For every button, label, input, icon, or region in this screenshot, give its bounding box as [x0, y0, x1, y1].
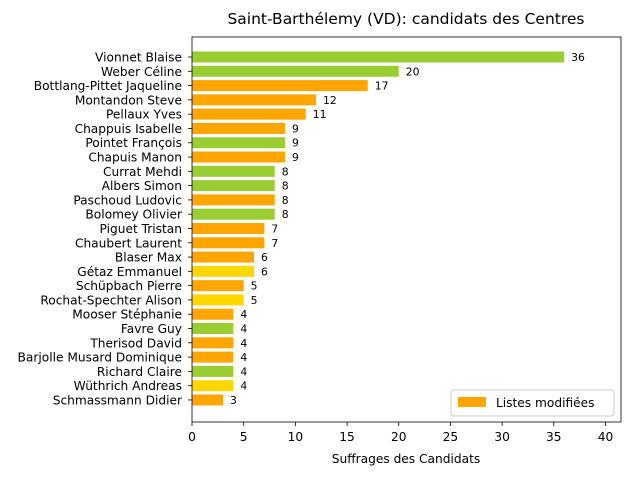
bar-value-label: 9 [292, 137, 299, 150]
x-axis-label: Suffrages des Candidats [332, 452, 480, 466]
bar [192, 165, 275, 177]
category-label: Wüthrich Andreas [74, 379, 182, 393]
x-tick-label: 15 [339, 430, 355, 444]
bar [192, 208, 275, 220]
category-label: Pellaux Yves [106, 108, 182, 122]
category-label: Montandon Steve [75, 93, 182, 107]
category-label: Bottlang-Pittet Jaqueline [34, 79, 182, 93]
bar [192, 180, 275, 192]
bar-value-label: 11 [313, 108, 327, 121]
category-label: Favre Guy [121, 322, 182, 336]
bar [192, 237, 265, 249]
bar-value-label: 4 [240, 308, 247, 321]
bar [192, 294, 244, 306]
bar-value-label: 8 [282, 194, 289, 207]
bar [192, 65, 399, 77]
category-label: Pointet François [85, 136, 182, 150]
bar-value-label: 20 [406, 65, 420, 78]
bar-value-label: 8 [282, 165, 289, 178]
bar [192, 94, 317, 106]
bar [192, 251, 255, 263]
bar-value-label: 36 [571, 51, 585, 64]
category-label: Gétaz Emmanuel [77, 265, 182, 279]
bar [192, 122, 286, 134]
category-label: Rochat-Spechter Alison [40, 293, 182, 307]
category-label: Piguet Tristan [100, 222, 182, 236]
bar [192, 51, 565, 63]
bar [192, 337, 234, 349]
bar-value-label: 4 [240, 351, 247, 364]
plot-frame [191, 36, 622, 423]
bar-value-label: 7 [271, 237, 278, 250]
bar [192, 323, 234, 335]
category-label: Vionnet Blaise [95, 51, 182, 65]
bar-value-label: 7 [271, 222, 278, 235]
bar-value-label: 8 [282, 180, 289, 193]
x-tick-label: 40 [598, 430, 614, 444]
bar [192, 394, 224, 406]
category-label: Chaubert Laurent [75, 236, 182, 250]
bar-value-label: 5 [251, 280, 258, 293]
bar-value-label: 9 [292, 122, 299, 135]
legend: Listes modifiées [450, 389, 615, 417]
category-label: Currat Mehdi [103, 165, 182, 179]
bar-value-label: 4 [240, 380, 247, 393]
category-label: Blaser Max [115, 251, 182, 265]
bar [192, 308, 234, 320]
category-label: Weber Céline [101, 65, 182, 79]
bar [192, 108, 306, 120]
bar-value-label: 3 [230, 394, 237, 407]
bar [192, 194, 275, 206]
bar [192, 380, 234, 392]
category-label: Barjolle Musard Dominique [18, 351, 182, 365]
category-label: Mooser Stéphanie [72, 308, 182, 322]
legend-label: Listes modifiées [496, 396, 595, 410]
bar-value-label: 5 [251, 294, 258, 307]
bar-value-label: 8 [282, 208, 289, 221]
bar-value-label: 6 [261, 265, 268, 278]
bar-value-label: 12 [323, 94, 337, 107]
chart-title: Saint-Barthélemy (VD): candidats des Cen… [227, 10, 584, 28]
bar-value-label: 4 [240, 323, 247, 336]
bar-value-label: 4 [240, 337, 247, 350]
axes-layer [191, 36, 622, 423]
category-label: Paschoud Ludovic [73, 193, 182, 207]
x-tick-label: 25 [443, 430, 459, 444]
category-label: Albers Simon [102, 179, 182, 193]
x-ticks-layer: 0 5 10 15 20 25 30 35 40 [188, 422, 613, 444]
bar [192, 265, 255, 277]
bar [192, 280, 244, 292]
category-label: Schmassmann Didier [53, 393, 183, 407]
bar [192, 137, 286, 149]
category-label: Chappuis Isabelle [75, 122, 182, 136]
bars-layer [192, 51, 565, 406]
category-label: Schüpbach Pierre [76, 279, 182, 293]
legend-swatch [458, 397, 486, 407]
bar [192, 80, 368, 92]
bar [192, 351, 234, 363]
category-label: Richard Claire [97, 365, 182, 379]
category-label: Bolomey Olivier [85, 208, 183, 222]
category-label: Chapuis Manon [88, 151, 182, 165]
x-tick-label: 5 [240, 430, 248, 444]
bar-value-label: 4 [240, 365, 247, 378]
legend-frame [450, 389, 615, 417]
bar-value-label: 9 [292, 151, 299, 164]
bar-value-label: 6 [261, 251, 268, 264]
x-tick-label: 0 [188, 430, 196, 444]
x-tick-label: 10 [288, 430, 304, 444]
bar [192, 151, 286, 163]
category-label: Therisod David [89, 336, 182, 350]
x-tick-label: 35 [546, 430, 562, 444]
bar-value-label: 17 [375, 80, 389, 93]
x-tick-label: 30 [494, 430, 510, 444]
bar [192, 222, 265, 234]
x-tick-label: 20 [391, 430, 407, 444]
bar [192, 365, 234, 377]
